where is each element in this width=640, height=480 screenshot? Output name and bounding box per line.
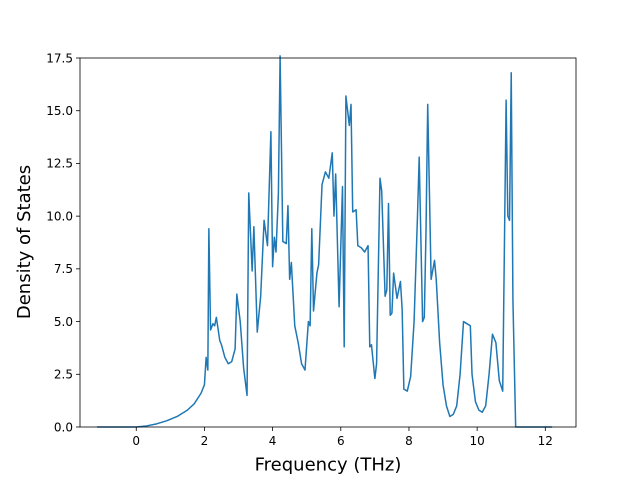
y-tick-label: 7.5 [54,262,73,276]
y-axis-ticks: 0.0 2.5 5.0 7.5 10.0 12.5 15.0 17.5 [46,51,80,434]
x-tick-label: 2 [201,434,209,448]
y-tick-label: 2.5 [54,368,73,382]
x-tick-label: 6 [337,434,345,448]
x-tick-label: 8 [405,434,413,448]
x-tick-label: 12 [538,434,553,448]
plot-area [97,55,553,428]
x-tick-label: 10 [470,434,485,448]
y-axis-label: Density of States [14,165,35,319]
y-tick-label: 17.5 [46,51,73,65]
y-tick-label: 10.0 [46,209,73,223]
x-tick-label: 0 [132,434,140,448]
y-tick-label: 5.0 [54,315,73,329]
axes-frame [79,57,577,428]
x-axis-label: Frequency (THz) [255,455,402,476]
y-tick-label: 0.0 [54,420,73,434]
dos-series-line [97,55,553,428]
y-tick-label: 12.5 [46,157,73,171]
x-tick-label: 4 [269,434,277,448]
x-axis-ticks: 0 2 4 6 8 10 12 [132,427,553,448]
y-tick-label: 15.0 [46,104,73,118]
